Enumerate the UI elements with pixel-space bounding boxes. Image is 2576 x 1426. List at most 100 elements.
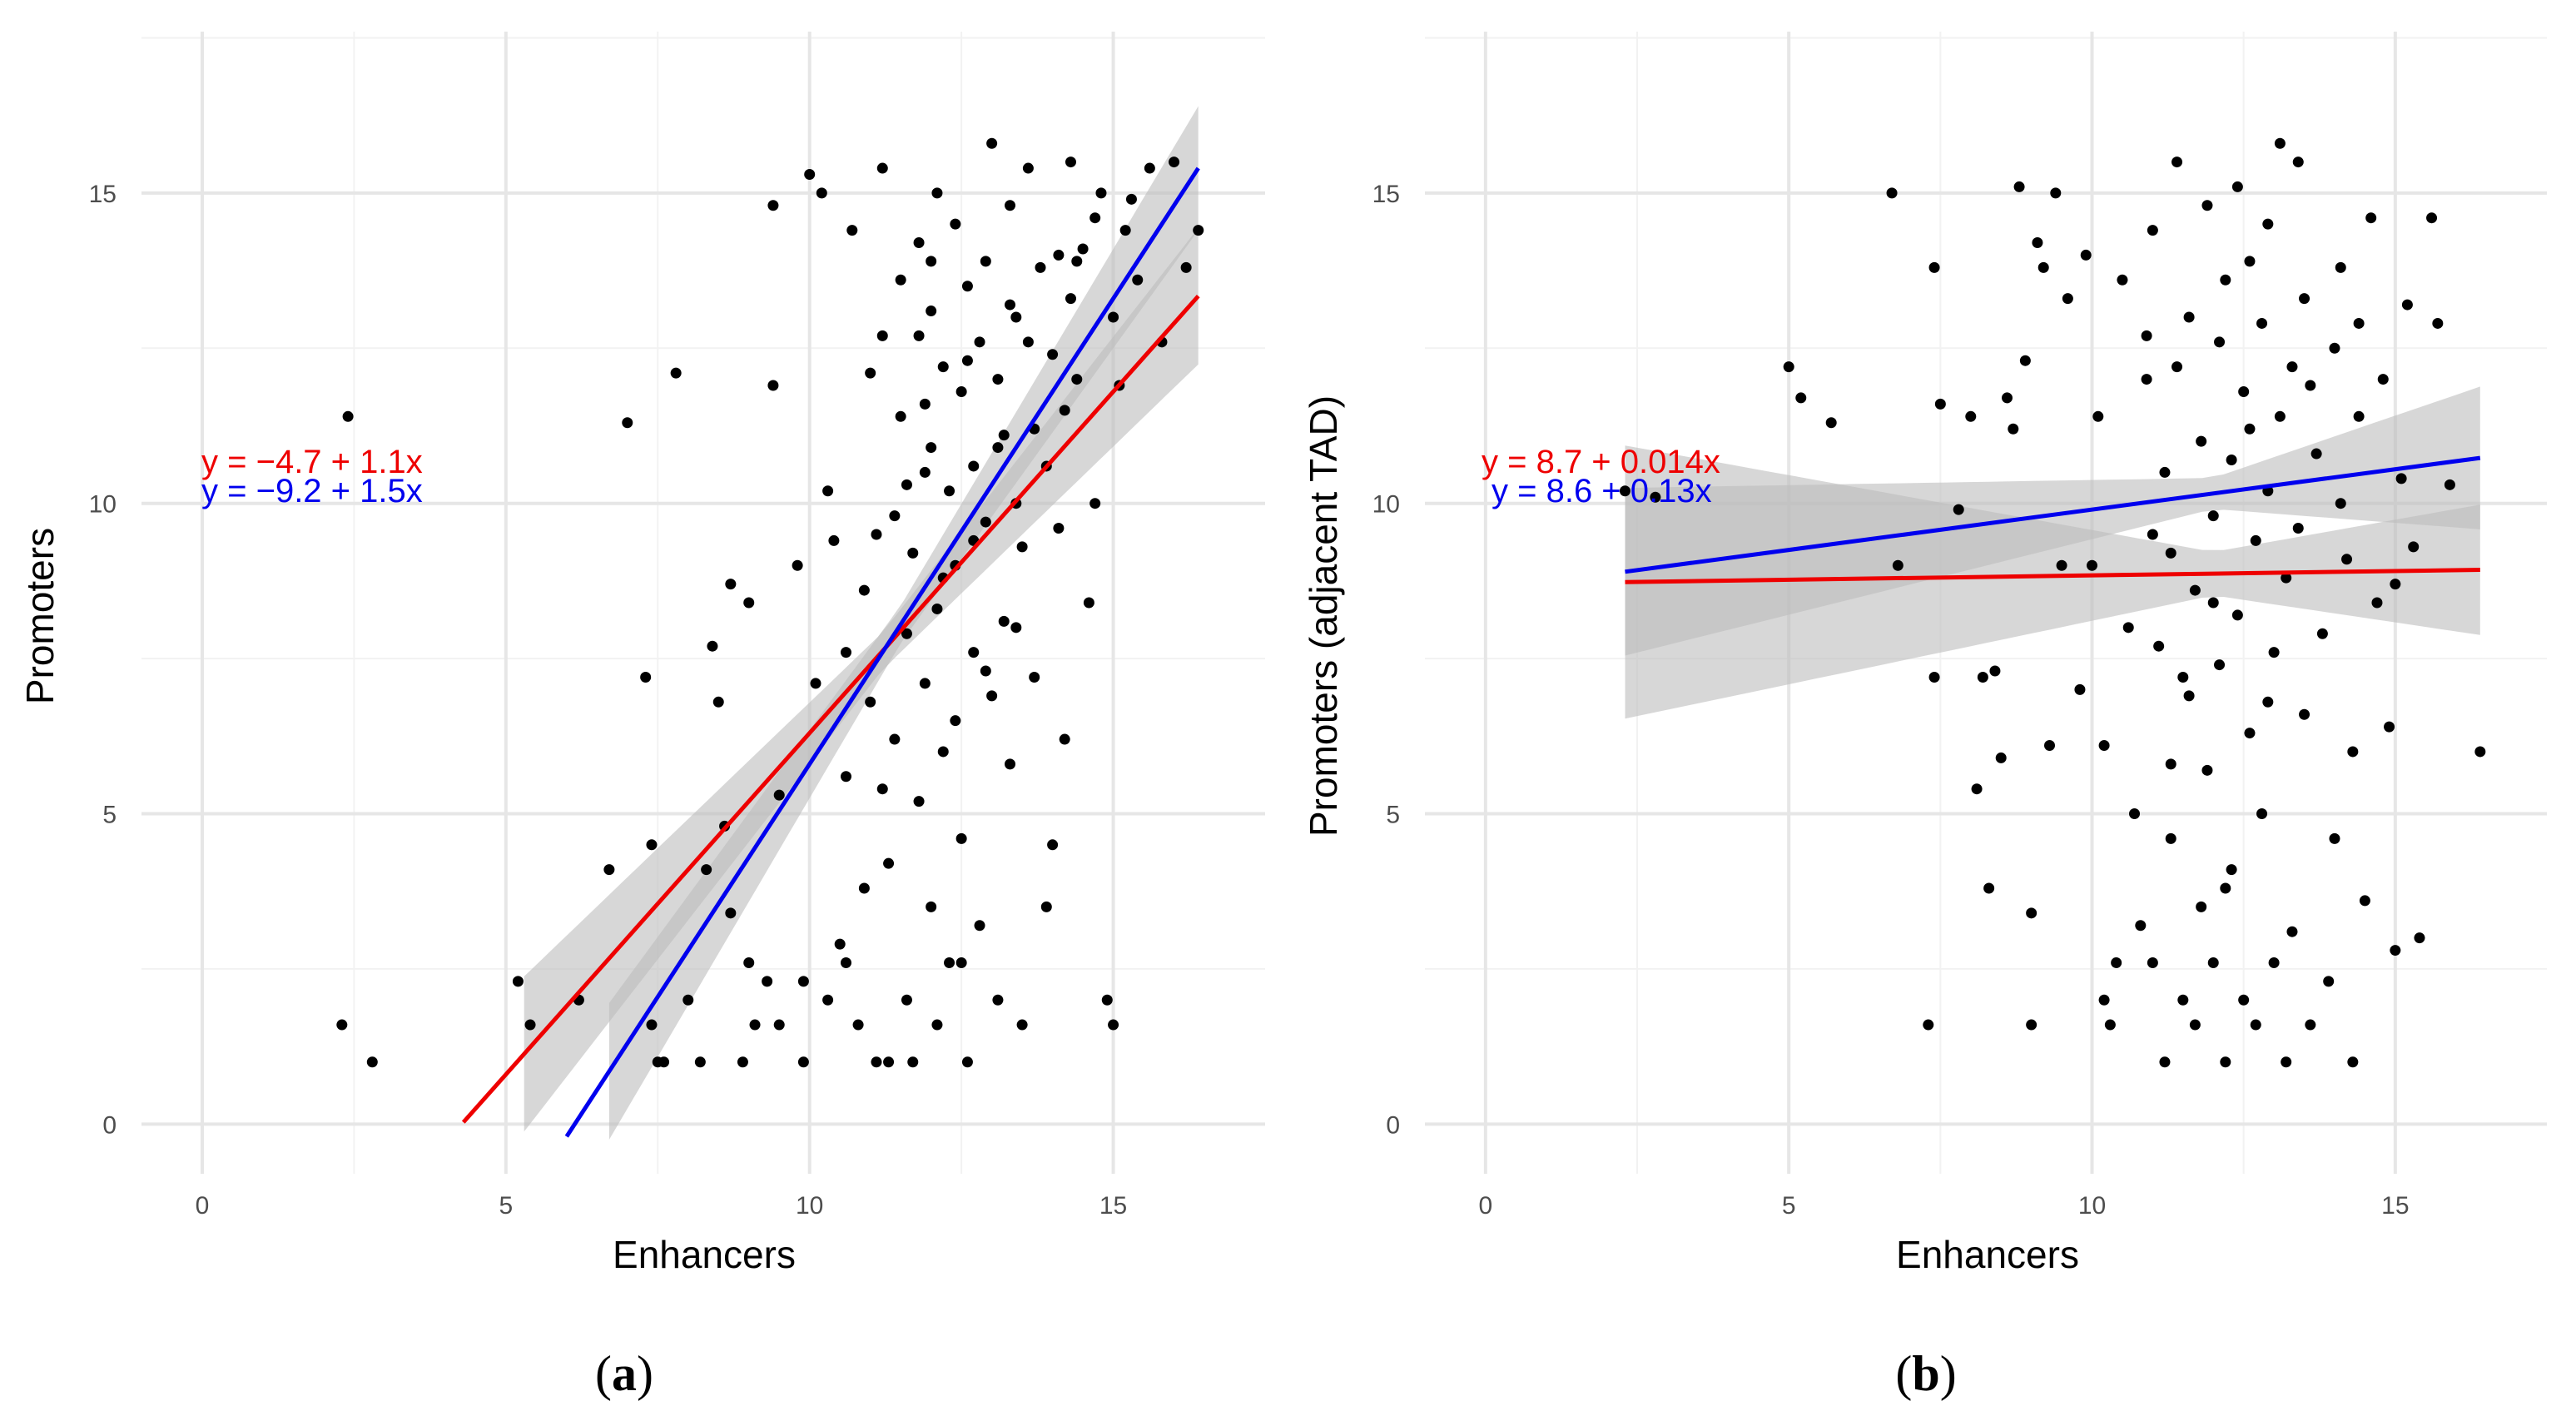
data-point	[2244, 728, 2256, 739]
data-point	[980, 256, 991, 267]
data-point	[980, 665, 991, 677]
panel-b: 0 5 10 15 0 5 10 15 y = 8.7 + 0.014x y = 8.6 + …	[1302, 32, 2547, 1401]
equation-blue: y = −9.2 + 1.5x	[201, 473, 423, 509]
data-point	[2286, 361, 2298, 373]
data-point	[1010, 622, 1022, 634]
data-point	[895, 274, 906, 286]
data-point	[919, 678, 931, 689]
data-point	[2171, 157, 2183, 168]
data-point	[2256, 317, 2268, 329]
data-point	[968, 460, 980, 472]
data-point	[2305, 380, 2316, 391]
data-point	[762, 976, 773, 987]
data-point	[2231, 181, 2243, 192]
data-point	[2335, 498, 2346, 509]
data-point	[694, 1056, 706, 1068]
y-tick-label: 15	[1372, 181, 1400, 208]
data-point	[822, 994, 834, 1006]
data-point	[937, 361, 949, 373]
panel-b-caption: (b)	[1895, 1346, 1956, 1401]
data-point	[1108, 1019, 1119, 1031]
data-point	[2002, 392, 2013, 404]
data-point	[2262, 218, 2274, 230]
data-point	[743, 597, 755, 609]
data-point	[913, 796, 925, 807]
data-point	[1923, 1019, 1934, 1031]
data-point	[931, 1019, 943, 1031]
data-point	[2008, 423, 2019, 435]
data-point	[2299, 708, 2310, 720]
data-point	[701, 864, 712, 876]
x-tick-label: 10	[2078, 1192, 2106, 1220]
data-point	[2244, 423, 2256, 435]
data-point	[2231, 609, 2243, 621]
data-point	[895, 410, 906, 422]
data-point	[1953, 504, 1964, 515]
data-point	[749, 1019, 761, 1031]
data-point	[2141, 330, 2152, 341]
data-point	[816, 187, 827, 199]
data-point	[2310, 448, 2322, 460]
data-point	[822, 485, 834, 497]
data-point	[2250, 534, 2261, 546]
data-point	[1169, 157, 1180, 168]
data-point	[889, 510, 901, 522]
data-point	[955, 832, 967, 844]
data-point	[2183, 690, 2195, 702]
data-point	[1047, 349, 1059, 360]
data-point	[961, 281, 973, 292]
data-point	[1053, 249, 1065, 261]
data-point	[1065, 293, 1076, 305]
data-point	[974, 920, 985, 932]
data-point	[2414, 932, 2425, 944]
data-point	[1132, 274, 1144, 286]
data-point	[2019, 355, 2031, 366]
data-point	[907, 547, 919, 559]
data-point	[1125, 193, 1137, 205]
data-point	[1029, 671, 1040, 683]
data-point	[2147, 956, 2158, 968]
data-point	[2189, 584, 2201, 596]
fit-line-red	[461, 294, 1200, 1124]
data-point	[2196, 435, 2207, 447]
data-point	[1083, 597, 1094, 609]
data-point	[1101, 994, 1113, 1006]
data-point	[2056, 559, 2067, 571]
data-point	[986, 137, 998, 149]
data-point	[1095, 187, 1107, 199]
data-point	[2377, 374, 2389, 385]
y-tick-label: 0	[102, 1111, 117, 1139]
data-point	[2032, 237, 2043, 249]
data-point	[1193, 225, 1204, 236]
data-point	[2444, 479, 2455, 490]
data-point	[2262, 696, 2274, 708]
y-axis-label: Promoters (adjacent TAD)	[1302, 395, 1345, 837]
data-point	[797, 976, 809, 987]
data-point	[2201, 200, 2213, 211]
data-point	[871, 529, 882, 540]
data-point	[2189, 1019, 2201, 1031]
data-point	[658, 1056, 670, 1068]
equation-red: y = −4.7 + 1.1x	[201, 444, 423, 480]
data-point	[2214, 659, 2226, 671]
data-point	[2390, 579, 2401, 590]
data-point	[524, 1019, 536, 1031]
data-point	[876, 783, 888, 795]
data-point	[901, 479, 912, 490]
data-point	[2026, 907, 2037, 919]
data-point	[797, 1056, 809, 1068]
data-point	[2220, 882, 2231, 894]
data-point	[937, 746, 949, 758]
data-point	[2238, 994, 2250, 1006]
data-point	[2159, 1056, 2171, 1068]
data-point	[2141, 374, 2152, 385]
data-point	[968, 647, 980, 658]
x-tick-label: 5	[499, 1192, 513, 1220]
data-point	[622, 417, 633, 429]
data-point	[926, 256, 937, 267]
data-point	[926, 901, 937, 912]
x-axis-label: Enhancers	[1896, 1233, 2079, 1276]
data-point	[1059, 405, 1070, 416]
data-point	[342, 410, 354, 422]
data-point	[1995, 752, 2007, 763]
